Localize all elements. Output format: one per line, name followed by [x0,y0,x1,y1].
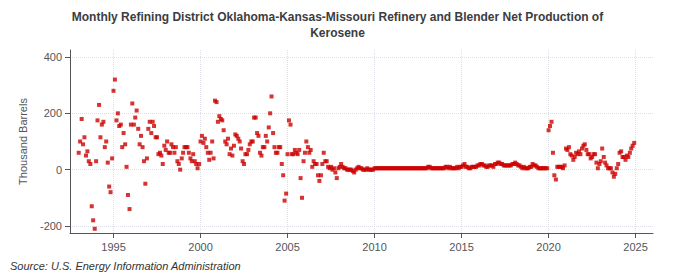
svg-text:Thousand Barrels: Thousand Barrels [17,98,29,185]
svg-text:2020: 2020 [536,241,560,253]
svg-text:2015: 2015 [449,241,473,253]
svg-text:2000: 2000 [188,241,212,253]
svg-text:2025: 2025 [623,241,647,253]
svg-text:Source: U.S. Energy Informatio: Source: U.S. Energy Information Administ… [10,260,241,272]
svg-text:Kerosene: Kerosene [310,26,365,40]
svg-text:200: 200 [44,107,62,119]
svg-text:1995: 1995 [101,241,125,253]
svg-text:0: 0 [56,164,62,176]
svg-text:2005: 2005 [275,241,299,253]
svg-text:-200: -200 [40,220,62,232]
svg-text:2010: 2010 [362,241,386,253]
svg-text:400: 400 [44,51,62,63]
svg-text:Monthly Refining District Okla: Monthly Refining District Oklahoma-Kansa… [72,10,604,24]
